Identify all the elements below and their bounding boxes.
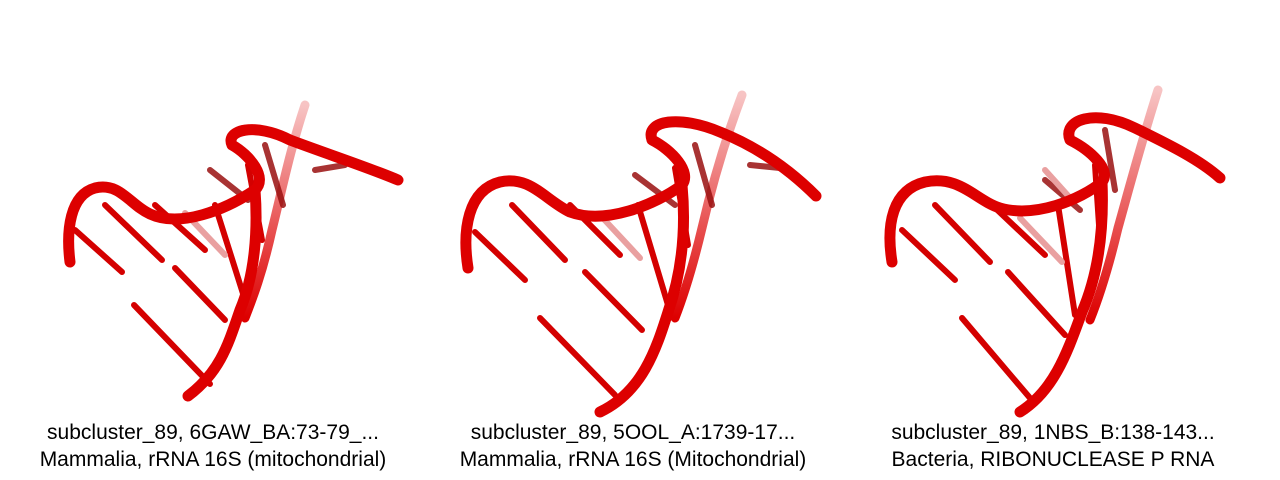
rna-3d-structure-image-3 — [884, 85, 1226, 418]
structure-panel-3: subcluster_89, 1NBS_B:138-143... Bacteri… — [840, 0, 1266, 480]
caption-line-2: Mammalia, rRNA 16S (Mitochondrial) — [459, 448, 807, 471]
rna-3d-structure-image-2 — [460, 90, 822, 418]
structure-panel-1: subcluster_89, 6GAW_BA:73-79_... Mammali… — [0, 0, 426, 480]
caption-line-2: Mammalia, rRNA 16S (mitochondrial) — [39, 448, 387, 471]
caption-line-1: subcluster_89, 6GAW_BA:73-79_... — [47, 421, 379, 444]
caption-line-1: subcluster_89, 1NBS_B:138-143... — [891, 421, 1215, 444]
rna-3d-structure-image-1 — [63, 100, 404, 402]
caption-line-1: subcluster_89, 5OOL_A:1739-17... — [470, 421, 796, 444]
caption-line-2: Bacteria, RIBONUCLEASE P RNA — [891, 448, 1215, 471]
structure-panel-2: subcluster_89, 5OOL_A:1739-17... Mammali… — [420, 0, 846, 480]
